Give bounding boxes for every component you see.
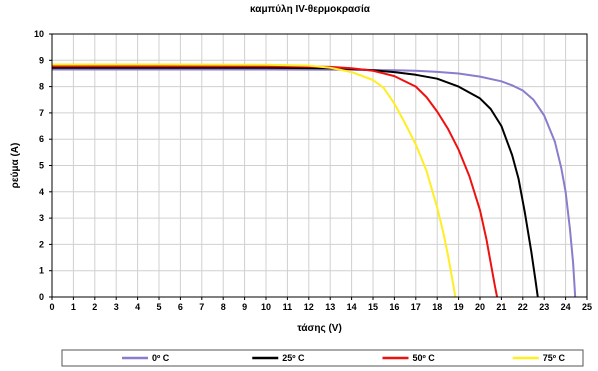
y-axis-label: ρεύμα (A) — [10, 143, 21, 189]
y-tick-label: 8 — [39, 82, 44, 92]
y-tick-label: 10 — [34, 29, 44, 39]
legend-label-0: 0º C — [152, 353, 170, 363]
legend-box — [61, 349, 584, 367]
y-tick-label: 5 — [39, 161, 44, 171]
x-tick-label: 22 — [518, 302, 528, 312]
y-tick-label: 9 — [39, 55, 44, 65]
x-tick-label: 25 — [582, 302, 592, 312]
tick-labels: 0 1 2 3 4 5 6 7 8 9 10 11 12 13 14 15 16 17 18 19 20 21 22 23 24… — [34, 29, 592, 312]
x-tick-label: 5 — [156, 302, 161, 312]
legend: 0º C 25º C 50º C 75º C — [61, 349, 584, 367]
x-tick-label: 18 — [432, 302, 442, 312]
x-tick-label: 21 — [496, 302, 506, 312]
legend-label-1: 25º C — [282, 353, 305, 363]
series-layer — [52, 63, 577, 298]
x-tick-label: 14 — [347, 302, 357, 312]
y-tick-label: 1 — [39, 266, 44, 276]
series-line-3 — [52, 63, 457, 298]
x-tick-label: 13 — [325, 302, 335, 312]
legend-label-3: 75º C — [543, 353, 566, 363]
x-tick-label: 16 — [389, 302, 399, 312]
x-tick-label: 19 — [454, 302, 464, 312]
x-tick-label: 7 — [199, 302, 204, 312]
x-tick-label: 15 — [368, 302, 378, 312]
grid — [51, 33, 588, 298]
y-tick-label: 2 — [39, 239, 44, 249]
x-tick-label: 1 — [71, 302, 76, 312]
x-tick-label: 8 — [221, 302, 226, 312]
x-tick-label: 2 — [92, 302, 97, 312]
x-tick-label: 12 — [304, 302, 314, 312]
legend-label-2: 50º C — [413, 353, 436, 363]
y-tick-label: 7 — [39, 108, 44, 118]
x-tick-label: 9 — [242, 302, 247, 312]
x-tick-label: 3 — [114, 302, 119, 312]
x-tick-label: 20 — [475, 302, 485, 312]
x-axis-label: τάσης (V) — [297, 323, 342, 334]
series-line-1 — [52, 66, 539, 298]
x-tick-label: 23 — [539, 302, 549, 312]
y-tick-label: 3 — [39, 213, 44, 223]
x-tick-label: 17 — [411, 302, 421, 312]
series-line-0 — [52, 68, 577, 298]
x-tick-label: 0 — [49, 302, 54, 312]
x-tick-label: 10 — [261, 302, 271, 312]
chart-title: καμπύλη IV-θερμοκρασία — [250, 4, 371, 15]
x-tick-label: 11 — [283, 302, 293, 312]
x-tick-label: 24 — [561, 302, 571, 312]
x-tick-label: 4 — [135, 302, 140, 312]
y-tick-label: 0 — [39, 292, 44, 302]
x-tick-label: 6 — [178, 302, 183, 312]
y-tick-label: 6 — [39, 134, 44, 144]
y-tick-label: 4 — [39, 187, 44, 197]
